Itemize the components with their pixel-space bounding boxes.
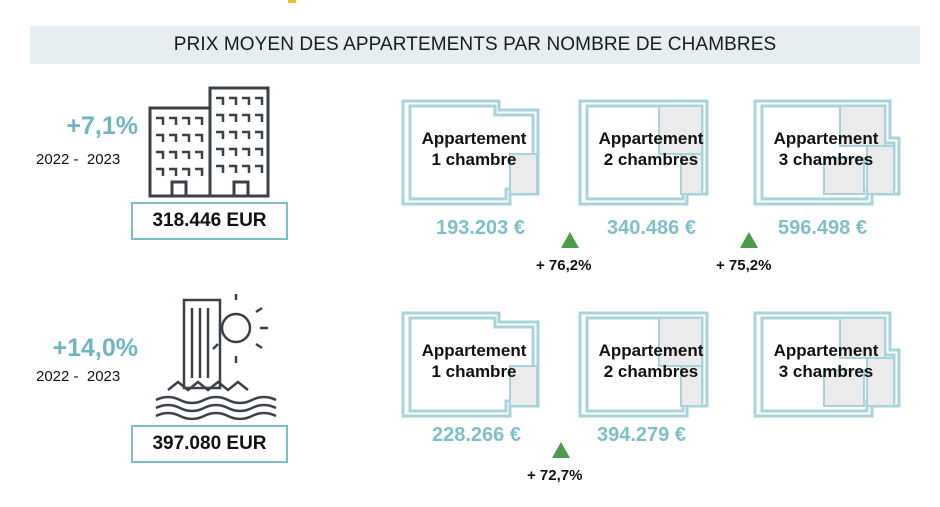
window-icon xyxy=(182,167,191,176)
row1-growth1: + 76,2% xyxy=(536,257,592,274)
apt-rooms-text: 3 chambres xyxy=(778,150,874,169)
row1-price1: 193.203 € xyxy=(436,217,525,239)
row1-price2: 340.486 € xyxy=(607,217,696,239)
window-icon xyxy=(216,164,225,173)
window-icon xyxy=(156,133,165,142)
floorplan-3-rooms-icon xyxy=(753,311,901,418)
row1-apt2-label: Appartement 2 chambres xyxy=(583,128,719,170)
window-icon xyxy=(216,147,225,156)
row2-apt2-label: Appartement 2 chambres xyxy=(583,340,719,382)
window-icon xyxy=(255,96,264,105)
row1-price3: 596.498 € xyxy=(778,217,867,239)
window-icon xyxy=(255,130,264,139)
window-icon xyxy=(242,113,251,122)
top-decoration xyxy=(288,0,296,3)
window-icon xyxy=(229,147,238,156)
row1-variation: +7,1% xyxy=(66,112,138,140)
window-icon xyxy=(255,113,264,122)
apt-type-text: Appartement xyxy=(773,341,879,360)
window-icon xyxy=(216,130,225,139)
window-icon xyxy=(216,113,225,122)
window-icon xyxy=(216,96,225,105)
window-icon xyxy=(182,116,191,125)
window-icon xyxy=(242,96,251,105)
window-icon xyxy=(229,164,238,173)
window-icon xyxy=(182,150,191,159)
window-icon xyxy=(156,116,165,125)
row2-apt1-card: Appartement 1 chambre xyxy=(400,310,540,420)
window-icon xyxy=(169,116,178,125)
window-icon xyxy=(169,167,178,176)
row2-growth1: + 72,7% xyxy=(527,467,583,484)
row2-price1: 228.266 € xyxy=(432,424,521,446)
apt-rooms-text: 2 chambres xyxy=(603,150,699,169)
window-icon xyxy=(182,133,191,142)
window-icon xyxy=(195,167,204,176)
window-icon xyxy=(169,133,178,142)
apt-type-text: Appartement xyxy=(421,129,527,148)
row2-total-box: 397.080 EUR xyxy=(131,425,288,463)
row1-growth2: + 75,2% xyxy=(716,257,772,274)
row2-apt2-card: Appartement 2 chambres xyxy=(577,310,717,420)
window-icon xyxy=(195,150,204,159)
window-icon xyxy=(195,133,204,142)
apt-rooms-text: 1 chambre xyxy=(431,362,517,381)
floorplan-3-rooms-icon xyxy=(753,99,901,206)
window-icon xyxy=(195,116,204,125)
floorplan-2-rooms-icon xyxy=(578,311,709,418)
row1-apt3-label: Appartement 3 chambres xyxy=(758,128,894,170)
window-icon xyxy=(255,147,264,156)
window-icon xyxy=(229,130,238,139)
row1-apt3-card: Appartement 3 chambres xyxy=(752,98,901,208)
growth-up-arrow-icon xyxy=(561,232,579,248)
row2-apt3-label: Appartement 3 chambres xyxy=(758,340,894,382)
apt-type-text: Appartement xyxy=(421,341,527,360)
row1-total-box: 318.446 EUR xyxy=(131,202,288,240)
window-icon xyxy=(229,113,238,122)
row2-variation: +14,0% xyxy=(52,334,139,362)
row1-apt2-card: Appartement 2 chambres xyxy=(577,98,717,208)
apt-rooms-text: 2 chambres xyxy=(603,362,699,381)
window-icon xyxy=(229,96,238,105)
row1-period: 2022 - 2023 xyxy=(36,151,121,168)
window-icon xyxy=(242,164,251,173)
row1-apt1-label: Appartement 1 chambre xyxy=(406,128,542,170)
growth-up-arrow-icon xyxy=(740,232,758,248)
apt-type-text: Appartement xyxy=(773,129,879,148)
window-icon xyxy=(156,150,165,159)
city-buildings-icon xyxy=(148,86,270,198)
window-icon xyxy=(169,150,178,159)
growth-up-arrow-icon xyxy=(552,442,570,458)
row2-apt1-label: Appartement 1 chambre xyxy=(406,340,542,382)
apt-type-text: Appartement xyxy=(598,341,704,360)
row2-price2: 394.279 € xyxy=(597,424,686,446)
window-icon xyxy=(242,130,251,139)
row2-apt3-card: Appartement 3 chambres xyxy=(752,310,901,420)
title-bar: PRIX MOYEN DES APPARTEMENTS PAR NOMBRE D… xyxy=(30,26,920,64)
floorplan-2-rooms-icon xyxy=(578,99,709,206)
floorplan-1-room-icon xyxy=(401,99,540,206)
coastal-building-sun-icon xyxy=(155,294,277,420)
window-icon xyxy=(255,164,264,173)
row1-apt1-card: Appartement 1 chambre xyxy=(400,98,540,208)
row2-period: 2022 - 2023 xyxy=(36,368,121,385)
apt-rooms-text: 3 chambres xyxy=(778,362,874,381)
page-title: PRIX MOYEN DES APPARTEMENTS PAR NOMBRE D… xyxy=(173,34,777,55)
window-icon xyxy=(242,147,251,156)
apt-rooms-text: 1 chambre xyxy=(431,150,517,169)
floorplan-1-room-icon xyxy=(401,311,540,418)
apt-type-text: Appartement xyxy=(598,129,704,148)
window-icon xyxy=(156,167,165,176)
